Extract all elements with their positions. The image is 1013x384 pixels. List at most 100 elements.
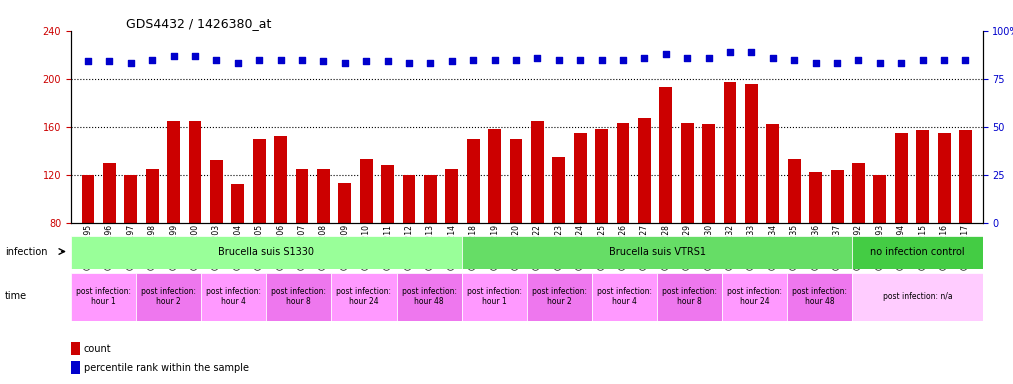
Text: post infection:
hour 1: post infection: hour 1 (467, 287, 522, 306)
Point (572, 56, 589, 63)
Bar (103, 163, 115, 319)
Bar (894, 133, 908, 319)
Bar (82, 175, 94, 319)
Point (893, 60, 910, 66)
Text: post infection:
hour 1: post infection: hour 1 (76, 287, 131, 306)
Point (144, 56, 160, 63)
Text: percentile rank within the sample: percentile rank within the sample (84, 363, 248, 373)
Bar (71, 342, 80, 355)
Bar (831, 170, 844, 319)
Bar (510, 139, 523, 319)
Bar (959, 130, 971, 319)
Point (936, 56, 952, 63)
Text: post infection:
hour 48: post infection: hour 48 (401, 287, 457, 306)
Text: time: time (5, 291, 27, 301)
FancyBboxPatch shape (202, 273, 266, 321)
Bar (210, 161, 223, 319)
Bar (360, 159, 373, 319)
Text: Brucella suis VTRS1: Brucella suis VTRS1 (609, 247, 705, 258)
Text: Brucella suis S1330: Brucella suis S1330 (218, 247, 314, 258)
Text: post infection:
hour 4: post infection: hour 4 (597, 287, 652, 306)
Bar (852, 163, 865, 319)
Point (786, 56, 802, 63)
Point (915, 56, 931, 63)
Point (594, 56, 610, 63)
Bar (188, 121, 202, 319)
Bar (275, 136, 287, 319)
Text: post infection:
hour 24: post infection: hour 24 (727, 287, 782, 306)
Bar (809, 172, 823, 319)
Bar (296, 169, 309, 319)
Point (765, 55, 781, 61)
Point (294, 56, 310, 63)
Point (636, 55, 652, 61)
Bar (125, 175, 137, 319)
Text: post infection:
hour 48: post infection: hour 48 (792, 287, 847, 306)
Point (957, 56, 973, 63)
Bar (552, 157, 565, 319)
Bar (938, 133, 950, 319)
Bar (424, 175, 437, 319)
Point (807, 60, 824, 66)
Point (508, 56, 524, 63)
Point (444, 58, 460, 65)
Point (359, 58, 375, 65)
Text: post infection:
hour 2: post infection: hour 2 (532, 287, 587, 306)
Text: post infection:
hour 24: post infection: hour 24 (336, 287, 391, 306)
Bar (617, 123, 629, 319)
FancyBboxPatch shape (592, 273, 657, 321)
Text: post infection:
hour 8: post infection: hour 8 (271, 287, 326, 306)
FancyBboxPatch shape (71, 273, 136, 321)
Bar (788, 159, 800, 319)
Text: post infection: n/a: post infection: n/a (882, 292, 952, 301)
FancyBboxPatch shape (71, 236, 462, 269)
Bar (231, 184, 244, 319)
Point (422, 60, 439, 66)
Bar (146, 169, 159, 319)
Point (829, 60, 845, 66)
Bar (745, 84, 758, 319)
Point (315, 58, 331, 65)
FancyBboxPatch shape (527, 273, 592, 321)
Point (336, 60, 353, 66)
Bar (723, 82, 736, 319)
Bar (596, 129, 608, 319)
Point (722, 49, 738, 55)
FancyBboxPatch shape (852, 236, 983, 269)
Point (251, 56, 267, 63)
Text: post infection:
hour 2: post infection: hour 2 (141, 287, 197, 306)
Point (187, 53, 204, 59)
Point (744, 49, 760, 55)
Bar (873, 175, 886, 319)
Text: post infection:
hour 8: post infection: hour 8 (663, 287, 717, 306)
Point (551, 56, 567, 63)
Bar (338, 183, 352, 319)
FancyBboxPatch shape (852, 273, 983, 321)
FancyBboxPatch shape (396, 273, 462, 321)
Point (80, 58, 96, 65)
Point (401, 60, 417, 66)
Point (209, 56, 225, 63)
Point (657, 51, 674, 57)
Point (380, 58, 396, 65)
Bar (71, 361, 80, 374)
Text: GDS4432 / 1426380_at: GDS4432 / 1426380_at (126, 17, 271, 30)
Point (530, 55, 546, 61)
FancyBboxPatch shape (266, 273, 331, 321)
FancyBboxPatch shape (657, 273, 722, 321)
Bar (531, 121, 544, 319)
Point (230, 60, 246, 66)
Point (486, 56, 502, 63)
Point (123, 60, 139, 66)
Point (165, 53, 181, 59)
FancyBboxPatch shape (462, 236, 852, 269)
FancyBboxPatch shape (331, 273, 396, 321)
Bar (446, 169, 458, 319)
Point (101, 58, 118, 65)
Point (615, 56, 631, 63)
Bar (381, 165, 394, 319)
FancyBboxPatch shape (787, 273, 852, 321)
Text: count: count (84, 344, 111, 354)
Bar (402, 175, 415, 319)
Bar (767, 124, 779, 319)
